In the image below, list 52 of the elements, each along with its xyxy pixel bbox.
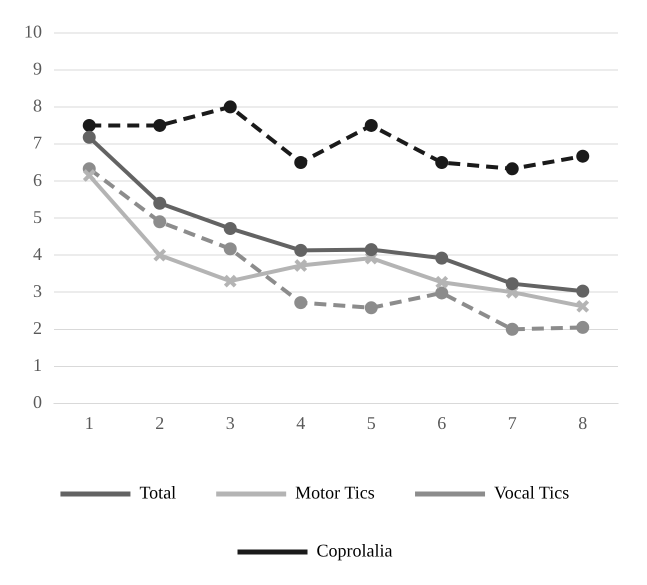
point bbox=[82, 118, 96, 132]
legend-label: Coprolalia bbox=[316, 540, 392, 561]
point bbox=[82, 168, 96, 182]
y-tick-label: 2 bbox=[33, 318, 42, 338]
point bbox=[153, 118, 166, 132]
x-tick-label: 3 bbox=[226, 412, 235, 433]
point bbox=[364, 118, 378, 132]
point bbox=[224, 100, 237, 114]
y-tick-label: 3 bbox=[33, 280, 42, 301]
y-tick-label: 10 bbox=[24, 22, 42, 42]
legend-label: Motor Tics bbox=[295, 482, 375, 503]
legend-label: Vocal Tics bbox=[494, 482, 570, 503]
y-tick-label: 6 bbox=[33, 170, 42, 190]
point bbox=[294, 244, 308, 257]
point bbox=[434, 275, 449, 290]
point bbox=[224, 222, 237, 235]
y-tick-label: 9 bbox=[33, 58, 42, 79]
x-tick-label: 8 bbox=[578, 412, 588, 433]
point bbox=[576, 150, 590, 163]
legend-label: Total bbox=[139, 482, 176, 503]
y-tick-label: 7 bbox=[33, 132, 42, 153]
point bbox=[294, 296, 308, 310]
y-tick-label: 8 bbox=[33, 96, 42, 116]
point bbox=[576, 320, 590, 334]
point bbox=[435, 156, 448, 170]
point bbox=[435, 286, 448, 300]
point bbox=[294, 258, 308, 272]
y-tick-label: 4 bbox=[33, 244, 42, 264]
point bbox=[82, 130, 96, 144]
point bbox=[506, 322, 519, 336]
x-tick-label: 7 bbox=[508, 412, 517, 433]
point bbox=[153, 196, 166, 210]
point bbox=[224, 242, 237, 256]
x-tick-label: 6 bbox=[437, 412, 446, 433]
point bbox=[152, 248, 167, 262]
point bbox=[364, 301, 378, 314]
x-tick-label: 2 bbox=[155, 412, 164, 433]
point bbox=[435, 252, 448, 265]
y-tick-label: 1 bbox=[33, 355, 42, 376]
x-tick-label: 5 bbox=[366, 412, 376, 433]
point bbox=[506, 162, 519, 176]
point bbox=[223, 274, 238, 288]
y-tick-label: 0 bbox=[33, 392, 42, 412]
point bbox=[576, 299, 590, 314]
point bbox=[576, 284, 590, 298]
y-tick-label: 5 bbox=[33, 206, 42, 227]
point bbox=[153, 215, 166, 228]
point bbox=[364, 243, 378, 256]
point bbox=[294, 156, 308, 170]
x-tick-label: 1 bbox=[84, 412, 94, 433]
point bbox=[506, 277, 519, 290]
x-tick-label: 4 bbox=[296, 412, 306, 433]
